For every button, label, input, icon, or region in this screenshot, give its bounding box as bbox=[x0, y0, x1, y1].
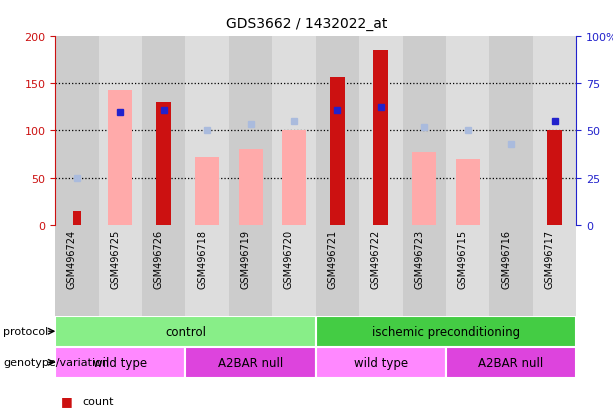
Bar bbox=[316, 37, 359, 225]
Text: wild type: wild type bbox=[93, 356, 147, 369]
Text: GSM496722: GSM496722 bbox=[371, 230, 381, 289]
Bar bbox=[489, 37, 533, 225]
Bar bbox=[316, 316, 576, 347]
Text: A2BAR null: A2BAR null bbox=[479, 356, 544, 369]
Bar bbox=[195, 157, 219, 225]
Text: GDS3662 / 1432022_at: GDS3662 / 1432022_at bbox=[226, 17, 387, 31]
Text: protocol: protocol bbox=[3, 326, 48, 337]
Bar bbox=[373, 51, 389, 225]
Text: GSM496719: GSM496719 bbox=[240, 230, 251, 289]
Bar bbox=[547, 131, 562, 225]
Text: GSM496717: GSM496717 bbox=[544, 230, 555, 289]
Bar bbox=[533, 37, 576, 225]
Bar bbox=[185, 347, 316, 378]
Bar bbox=[73, 211, 81, 225]
Bar bbox=[413, 153, 436, 225]
Bar bbox=[359, 37, 403, 225]
Bar bbox=[99, 225, 142, 316]
Text: ischemic preconditioning: ischemic preconditioning bbox=[372, 325, 520, 338]
Bar bbox=[446, 347, 576, 378]
Bar bbox=[109, 91, 132, 225]
Text: ■: ■ bbox=[61, 394, 73, 407]
Bar bbox=[156, 103, 171, 225]
Bar bbox=[489, 225, 533, 316]
Bar bbox=[272, 37, 316, 225]
Text: A2BAR null: A2BAR null bbox=[218, 356, 283, 369]
Bar bbox=[55, 37, 99, 225]
Bar bbox=[229, 37, 272, 225]
Text: control: control bbox=[165, 325, 206, 338]
Bar bbox=[330, 78, 345, 225]
Text: GSM496718: GSM496718 bbox=[197, 230, 207, 289]
Bar bbox=[99, 37, 142, 225]
Bar bbox=[142, 37, 185, 225]
Text: GSM496715: GSM496715 bbox=[458, 230, 468, 289]
Bar bbox=[272, 225, 316, 316]
Bar bbox=[282, 131, 306, 225]
Text: GSM496726: GSM496726 bbox=[154, 230, 164, 289]
Text: wild type: wild type bbox=[354, 356, 408, 369]
Text: GSM496720: GSM496720 bbox=[284, 230, 294, 289]
Bar bbox=[55, 316, 316, 347]
Bar bbox=[55, 225, 99, 316]
Bar bbox=[185, 225, 229, 316]
Bar bbox=[238, 150, 262, 225]
Bar bbox=[316, 347, 446, 378]
Text: GSM496723: GSM496723 bbox=[414, 230, 424, 289]
Text: count: count bbox=[83, 396, 114, 406]
Bar bbox=[229, 225, 272, 316]
Bar bbox=[446, 225, 489, 316]
Bar bbox=[403, 37, 446, 225]
Bar bbox=[55, 347, 186, 378]
Text: GSM496725: GSM496725 bbox=[110, 230, 120, 289]
Bar bbox=[185, 37, 229, 225]
Bar bbox=[446, 37, 489, 225]
Bar bbox=[533, 225, 576, 316]
Bar bbox=[403, 225, 446, 316]
Text: GSM496724: GSM496724 bbox=[67, 230, 77, 289]
Text: GSM496716: GSM496716 bbox=[501, 230, 511, 289]
Bar bbox=[316, 225, 359, 316]
Bar bbox=[455, 159, 479, 225]
Bar bbox=[359, 225, 403, 316]
Text: genotype/variation: genotype/variation bbox=[3, 357, 109, 368]
Bar bbox=[142, 225, 185, 316]
Text: GSM496721: GSM496721 bbox=[327, 230, 337, 289]
